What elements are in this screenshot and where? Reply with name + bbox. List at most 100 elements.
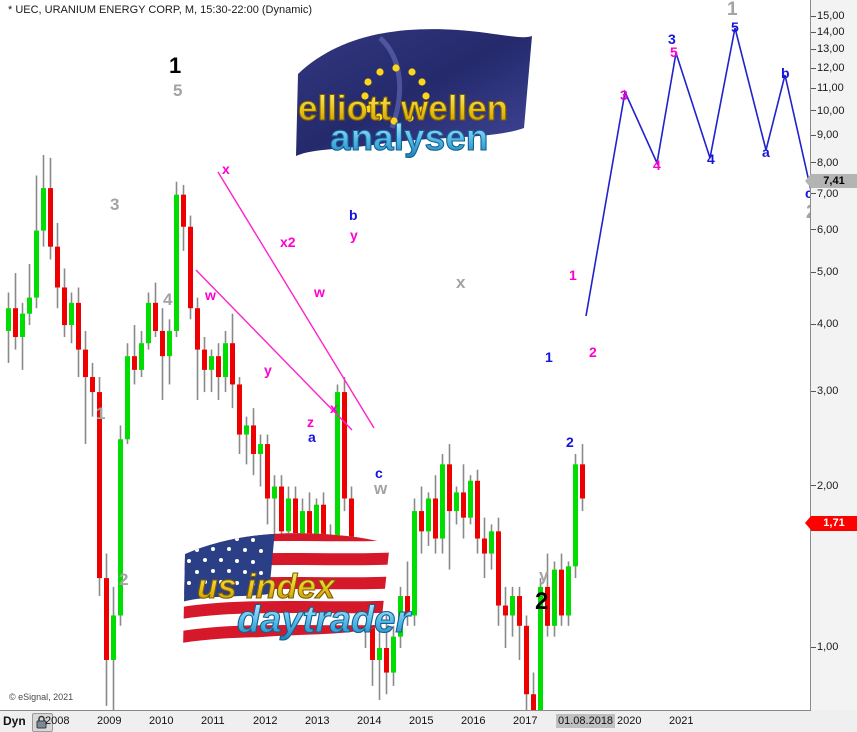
wave-label-blue: b (781, 65, 790, 81)
candle (496, 531, 501, 606)
wave-label-gray: 2 (119, 570, 129, 589)
candle (552, 569, 557, 626)
price-tick: 9,00 (811, 130, 838, 141)
candle (41, 188, 46, 231)
date-tick: 2021 (669, 715, 694, 727)
candle (566, 566, 571, 616)
candle (153, 302, 158, 331)
logo-line2: analysen (330, 117, 488, 158)
chart-plot-area[interactable]: * UEC, URANIUM ENERGY CORP, M, 15:30-22:… (0, 0, 811, 711)
date-tick: 2017 (513, 715, 538, 727)
candle (202, 349, 207, 370)
candle (125, 356, 130, 440)
wave-label-magenta: w (314, 284, 325, 300)
candle (139, 343, 144, 370)
swing-high-marker: 7,41 (805, 174, 857, 189)
candlestick-series (6, 155, 585, 710)
candle (433, 498, 438, 539)
wave-label-magenta: y (264, 362, 272, 378)
last-price-marker: 1,71 (805, 515, 857, 531)
candle (76, 302, 81, 350)
wave-label-blue: a (762, 144, 770, 160)
candle (391, 636, 396, 673)
wave-label-blue: 5 (731, 19, 739, 35)
wave-label-blue: 4 (707, 151, 715, 167)
price-tick: 13,00 (811, 44, 845, 55)
candle (118, 439, 123, 616)
candle (223, 343, 228, 378)
candle (307, 511, 312, 554)
wave-label-magenta: 3 (620, 87, 628, 103)
candle (405, 596, 410, 616)
candle (419, 511, 424, 532)
wave-label-blue: c (805, 186, 810, 200)
price-tick: 6,00 (811, 224, 838, 236)
price-tick: 3,00 (811, 386, 838, 397)
candle (447, 464, 452, 512)
candle (370, 625, 375, 660)
candle (55, 246, 60, 288)
candle (517, 596, 522, 626)
wave-label-magenta: 4 (653, 157, 661, 173)
candle (398, 596, 403, 637)
candle (524, 625, 529, 695)
wave-label-magenta: 1 (569, 267, 577, 283)
elliott-wellen-analysen-logo: elliott wellen analysen (280, 16, 550, 166)
date-tick: 2010 (149, 715, 174, 727)
candle (531, 694, 536, 710)
candle (13, 308, 18, 338)
price-tick: 4,00 (811, 319, 838, 330)
price-tick: 14,00 (811, 27, 845, 38)
date-scale[interactable]: Dyn 2008 2009 2010 2011 2012 2013 2014 2015 2016… (0, 711, 857, 732)
candle (188, 226, 193, 309)
candle (293, 498, 298, 546)
candle (412, 511, 417, 616)
candle (62, 287, 67, 326)
candle (181, 194, 186, 227)
wave-label-magenta: z (307, 414, 314, 430)
wave-label-blue: 3 (668, 31, 676, 47)
candle (111, 615, 116, 660)
candle (167, 330, 172, 357)
candle (300, 511, 305, 546)
candle (349, 498, 354, 554)
wave-label-gray: 3 (110, 195, 120, 214)
copyright-notice: © eSignal, 2021 (9, 692, 74, 702)
wave-label-gray: x (456, 273, 466, 292)
candle (104, 578, 109, 660)
price-tick: 8,00 (811, 157, 838, 169)
candle (272, 486, 277, 499)
candle (461, 492, 466, 518)
candle (160, 330, 165, 357)
date-tick: 2008 (45, 715, 70, 727)
candle (580, 464, 585, 499)
wave-label-magenta: y (350, 227, 358, 243)
price-tick: 11,00 (811, 83, 844, 94)
candle (342, 392, 347, 499)
wave-label-black: 1 (169, 53, 182, 78)
candle (377, 648, 382, 660)
candle (510, 596, 515, 616)
us-index-daytrader-logo: us index daytrader (175, 528, 465, 660)
candle (146, 302, 151, 344)
candle (559, 569, 564, 616)
wave-label-gray: 5 (173, 81, 183, 100)
candle (48, 188, 53, 247)
candle (286, 498, 291, 532)
wave-label-blue: c (375, 465, 383, 481)
price-scale[interactable]: 15,00 14,00 13,00 12,00 11,00 10,00 9,00 8,00 7,… (805, 0, 857, 710)
logo-line2: daytrader (237, 599, 412, 641)
candle (34, 230, 39, 298)
price-tick: 5,00 (811, 267, 838, 278)
wave-label-magenta: x (330, 400, 338, 416)
candle (251, 425, 256, 454)
wave-label-gray: 1 (727, 0, 738, 20)
logo-line1: us index (197, 568, 337, 606)
candle (258, 444, 263, 454)
candle (90, 377, 95, 393)
candle (573, 464, 578, 567)
wave-label-blue: b (349, 207, 358, 223)
date-tick: 2015 (409, 715, 434, 727)
candle (244, 425, 249, 435)
wave-label-magenta: 2 (589, 344, 597, 360)
